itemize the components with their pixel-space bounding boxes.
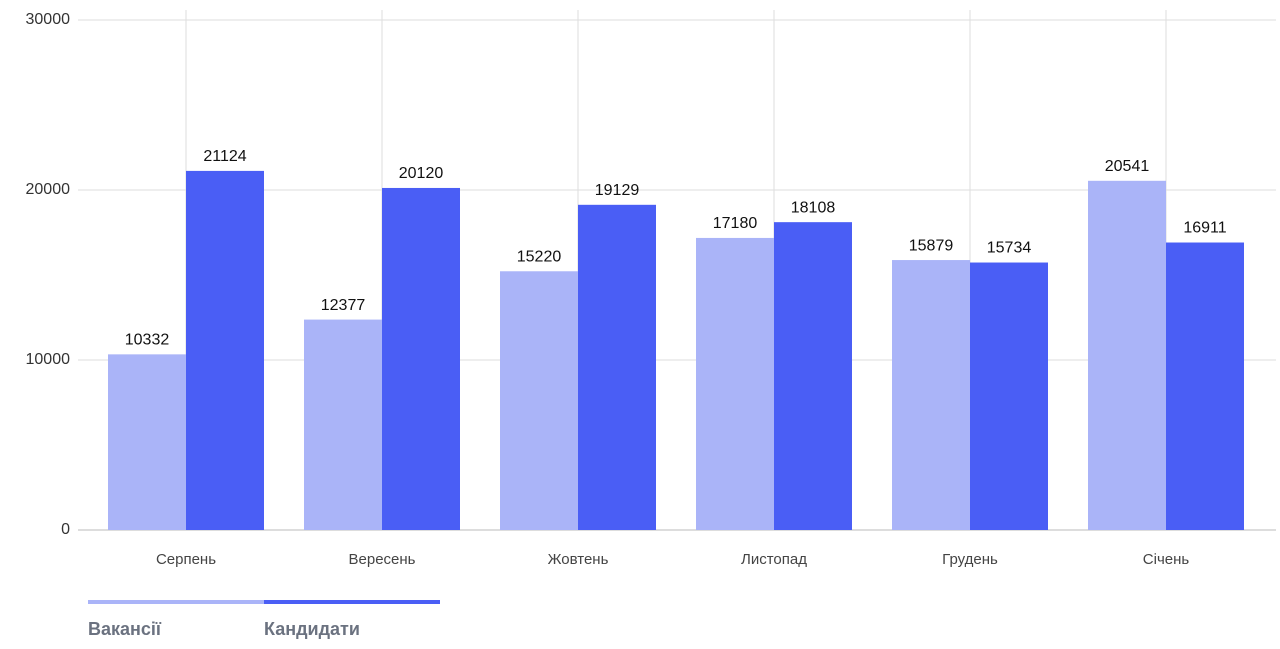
bar [578, 204, 656, 530]
bar [382, 187, 460, 530]
x-tick-label: Вересень [349, 551, 416, 568]
x-tick-label: Листопад [741, 551, 807, 568]
value-label: 10332 [125, 332, 170, 349]
value-label: 16911 [1183, 220, 1226, 237]
value-label: 18108 [791, 199, 836, 216]
x-tick-label: Січень [1143, 551, 1190, 568]
x-tick-label: Жовтень [548, 551, 609, 568]
value-label: 20120 [399, 165, 444, 182]
value-label: 17180 [713, 215, 758, 232]
legend-label: Кандидати [264, 619, 360, 639]
y-tick-label: 10000 [26, 351, 71, 368]
bar [774, 222, 852, 530]
value-label: 12377 [321, 297, 366, 314]
bar [304, 319, 382, 530]
bar [892, 260, 970, 530]
y-tick-label: 0 [61, 521, 70, 538]
bar [696, 237, 774, 530]
x-tick-label: Серпень [156, 551, 216, 568]
bar [500, 271, 578, 530]
y-tick-label: 20000 [26, 181, 71, 198]
bar [186, 170, 264, 530]
bar [1166, 242, 1244, 530]
value-label: 20541 [1105, 158, 1150, 175]
value-label: 15220 [517, 248, 562, 265]
value-label: 15734 [987, 240, 1032, 257]
y-tick-label: 30000 [26, 11, 71, 28]
bar [108, 354, 186, 530]
x-tick-label: Грудень [942, 551, 998, 568]
value-label: 15879 [909, 237, 954, 254]
legend-label: Вакансії [88, 619, 162, 639]
value-label: 19129 [595, 182, 640, 199]
bar [970, 262, 1048, 530]
value-label: 21124 [203, 148, 246, 165]
bar [1088, 180, 1166, 531]
